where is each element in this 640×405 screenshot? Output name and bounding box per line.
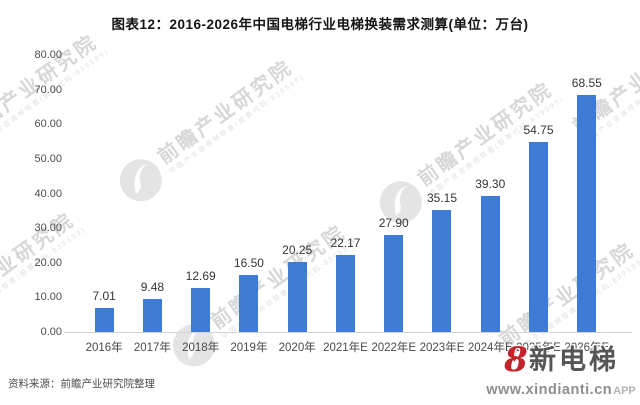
bar-column: 9.48 xyxy=(128,55,176,332)
bar-value-label: 7.01 xyxy=(92,288,116,303)
y-tick-label: 40.00 xyxy=(34,187,62,200)
bar-value-label: 12.69 xyxy=(185,269,216,284)
bar-value-label: 27.90 xyxy=(378,216,409,231)
bar xyxy=(480,195,500,332)
x-tick-label: 2018年 xyxy=(182,342,220,354)
x-tick-label: 2020年 xyxy=(278,342,316,354)
bar xyxy=(432,210,452,332)
bar-value-label: 9.48 xyxy=(140,280,165,295)
bar-column: 54.75 xyxy=(514,55,562,332)
bar xyxy=(335,255,355,332)
bar xyxy=(239,274,259,332)
x-tick-label: 2017年 xyxy=(133,342,171,354)
x-tick-label: 2022年E xyxy=(371,342,417,354)
bar-column: 12.69 xyxy=(177,55,225,332)
y-axis: 0.00 10.00 20.00 30.00 40.00 50.00 60.00 70.00 8… xyxy=(0,49,62,338)
y-tick-label: 20.00 xyxy=(34,256,62,269)
bar xyxy=(142,299,162,332)
x-tick-label: 2016年 xyxy=(85,342,123,354)
bar xyxy=(94,307,114,332)
y-tick-label: 60.00 xyxy=(34,118,62,131)
source-note: 资料来源：前瞻产业研究院整理 xyxy=(8,378,155,390)
bar-value-label: 39.30 xyxy=(475,176,506,191)
x-tick-label: 2026年E xyxy=(564,342,610,354)
brand-name: 新电梯 xyxy=(529,344,619,375)
bar xyxy=(191,288,211,332)
brand-url: www.xindianti.cn xyxy=(486,382,613,398)
bar xyxy=(384,235,404,332)
brand-url-row: www.xindianti.cnAPP xyxy=(485,381,637,399)
heart-icon: ♥ xyxy=(511,353,518,365)
y-tick-label: 10.00 xyxy=(34,291,62,304)
bar-value-label: 54.75 xyxy=(523,123,554,138)
bar-column: 7.01 xyxy=(80,55,128,332)
bar-column: 68.55 xyxy=(563,55,611,332)
bar-value-label: 20.25 xyxy=(282,242,313,257)
bar-value-label: 68.55 xyxy=(571,75,602,90)
bar-value-label: 16.50 xyxy=(233,255,264,270)
bar-column: 35.15 xyxy=(418,55,466,332)
y-tick-label: 80.00 xyxy=(34,49,62,61)
bar xyxy=(529,142,549,332)
x-tick-label: 2019年 xyxy=(230,342,268,354)
x-axis-line xyxy=(64,332,632,333)
bar-column: 20.25 xyxy=(273,55,321,332)
bar-column: 16.50 xyxy=(225,55,273,332)
bar-column: 39.30 xyxy=(466,55,514,332)
bar-column: 27.90 xyxy=(370,55,418,332)
bar xyxy=(577,94,597,332)
bar-value-label: 22.17 xyxy=(330,236,361,251)
brand-ribbon-glyph: 8 xyxy=(504,340,528,380)
x-tick-label: 2023年E xyxy=(419,342,465,354)
y-tick-label: 0.00 xyxy=(40,326,62,338)
bar xyxy=(287,261,307,332)
chart-title: 图表12：2016-2026年中国电梯行业电梯换装需求测算(单位：万台) xyxy=(111,17,529,32)
y-tick-label: 50.00 xyxy=(34,152,62,165)
y-tick-label: 70.00 xyxy=(34,83,62,96)
brand-url-suffix: APP xyxy=(613,385,636,397)
x-tick-label: 2025年E xyxy=(516,342,561,354)
xindianti-brand-icon: 8 ♥ xyxy=(503,341,529,379)
x-tick-label: 2021年E xyxy=(323,342,368,354)
plot-columns: 7.01 9.48 12.69 16.50 20.25 22.17 27.90 35.15 39… xyxy=(80,55,611,332)
bar-value-label: 35.15 xyxy=(426,191,457,206)
x-tick-label: 2024年E xyxy=(467,342,513,354)
brand-row: 8 ♥ 新电梯 xyxy=(485,341,637,379)
xindianti-logo: 8 ♥ 新电梯 www.xindianti.cnAPP xyxy=(485,341,637,399)
bar-column: 22.17 xyxy=(321,55,369,332)
y-tick-label: 30.00 xyxy=(34,222,62,235)
